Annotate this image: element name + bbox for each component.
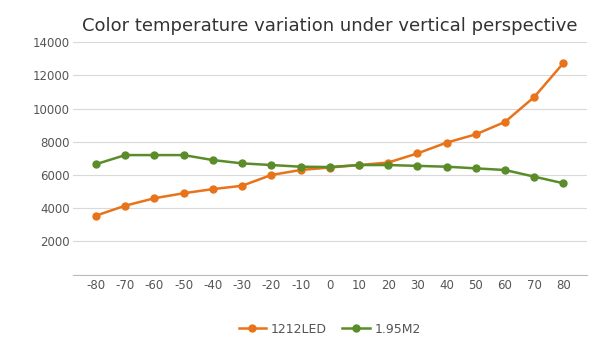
1212LED	[355, 163, 362, 167]
1212LED	[209, 187, 217, 191]
1.95M2	[122, 153, 129, 157]
1.95M2	[355, 163, 362, 167]
1212LED	[531, 95, 538, 99]
1.95M2	[151, 153, 158, 157]
1212LED	[385, 161, 392, 165]
1212LED	[326, 165, 333, 170]
1.95M2	[502, 168, 509, 172]
1212LED	[180, 191, 188, 195]
1212LED	[151, 196, 158, 200]
Legend: 1212LED, 1.95M2: 1212LED, 1.95M2	[234, 318, 426, 341]
Line: 1.95M2: 1.95M2	[93, 152, 567, 187]
1212LED	[238, 184, 246, 188]
1.95M2	[267, 163, 275, 167]
1.95M2	[93, 162, 100, 166]
1.95M2	[443, 165, 450, 169]
Title: Color temperature variation under vertical perspective: Color temperature variation under vertic…	[82, 17, 578, 35]
1.95M2	[297, 165, 304, 169]
1.95M2	[414, 164, 421, 168]
1212LED	[443, 140, 450, 145]
1.95M2	[180, 153, 188, 157]
1212LED	[414, 151, 421, 156]
1212LED	[267, 173, 275, 177]
1212LED	[297, 168, 304, 172]
1.95M2	[472, 166, 479, 170]
1.95M2	[326, 165, 333, 169]
1212LED	[93, 214, 100, 218]
Line: 1212LED: 1212LED	[93, 59, 567, 219]
1212LED	[472, 132, 479, 137]
1212LED	[502, 120, 509, 124]
1.95M2	[531, 175, 538, 179]
1.95M2	[560, 181, 567, 186]
1.95M2	[238, 161, 246, 165]
1212LED	[560, 61, 567, 65]
1.95M2	[209, 158, 217, 162]
1.95M2	[385, 163, 392, 167]
1212LED	[122, 203, 129, 208]
